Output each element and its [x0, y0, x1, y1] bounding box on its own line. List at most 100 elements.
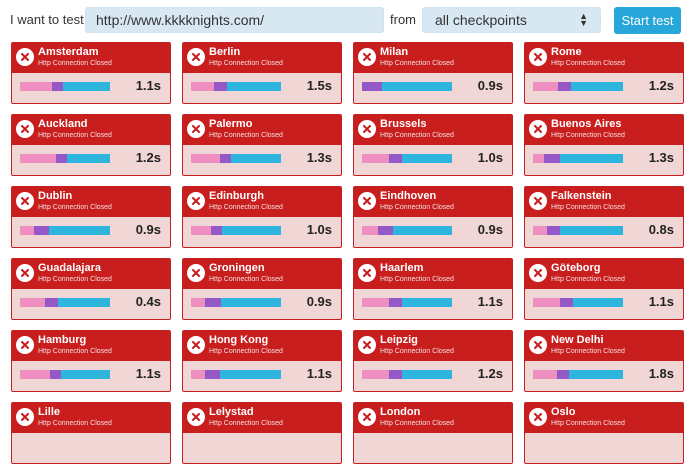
checkpoint-status: Http Connection Closed — [380, 348, 454, 355]
error-x-icon — [358, 120, 376, 138]
checkpoint-card-header: Groningen Http Connection Closed — [183, 259, 341, 289]
checkpoint-card[interactable]: Lille Http Connection Closed — [11, 402, 171, 464]
error-x-icon — [529, 264, 547, 282]
checkpoint-card[interactable]: Berlin Http Connection Closed 1.5s — [182, 42, 342, 104]
checkpoint-status: Http Connection Closed — [380, 60, 454, 67]
timing-segment-wait — [227, 82, 281, 91]
timing-segment-dns — [191, 82, 214, 91]
response-time: 0.4s — [135, 294, 161, 309]
checkpoint-status: Http Connection Closed — [209, 132, 283, 139]
response-time: 1.1s — [477, 294, 503, 309]
timing-bar — [362, 298, 452, 307]
checkpoint-card[interactable]: London Http Connection Closed — [353, 402, 513, 464]
checkpoint-status: Http Connection Closed — [38, 420, 112, 427]
checkpoint-card[interactable]: Oslo Http Connection Closed — [524, 402, 684, 464]
error-x-icon — [358, 264, 376, 282]
timing-segment-connect — [204, 298, 221, 307]
timing-segment-dns — [20, 82, 52, 91]
timing-segment-dns — [362, 226, 379, 235]
checkpoint-card[interactable]: Eindhoven Http Connection Closed 0.9s — [353, 186, 513, 248]
checkpoint-card[interactable]: Amsterdam Http Connection Closed 1.1s — [11, 42, 171, 104]
start-test-button[interactable]: Start test — [614, 7, 681, 34]
timing-segment-dns — [362, 370, 389, 379]
checkpoint-card[interactable]: Göteborg Http Connection Closed 1.1s — [524, 258, 684, 320]
checkpoint-card-header: London Http Connection Closed — [354, 403, 512, 433]
timing-segment-dns — [20, 154, 56, 163]
timing-segment-wait — [219, 370, 281, 379]
timing-segment-wait — [559, 154, 623, 163]
error-x-icon — [529, 192, 547, 210]
checkpoint-card[interactable]: Groningen Http Connection Closed 0.9s — [182, 258, 342, 320]
checkpoint-card[interactable]: Palermo Http Connection Closed 1.3s — [182, 114, 342, 176]
timing-bar — [20, 226, 110, 235]
timing-segment-wait — [220, 298, 281, 307]
error-x-icon — [187, 336, 205, 354]
checkpoint-card-header: Palermo Http Connection Closed — [183, 115, 341, 145]
checkpoint-status: Http Connection Closed — [209, 420, 283, 427]
checkpoint-select-value: all checkpoints — [435, 12, 527, 28]
timing-segment-wait — [66, 154, 110, 163]
timing-segment-wait — [572, 298, 623, 307]
checkpoint-card[interactable]: Falkenstein Http Connection Closed 0.8s — [524, 186, 684, 248]
checkpoint-card-header: Milan Http Connection Closed — [354, 43, 512, 73]
checkpoint-status: Http Connection Closed — [209, 348, 283, 355]
timing-bar — [533, 370, 623, 379]
checkpoint-city: Edinburgh — [209, 190, 264, 202]
response-time: 0.9s — [477, 78, 503, 93]
checkpoint-card[interactable]: Dublin Http Connection Closed 0.9s — [11, 186, 171, 248]
checkpoint-results-grid: Amsterdam Http Connection Closed 1.1s Berli… — [11, 42, 684, 464]
checkpoint-status: Http Connection Closed — [380, 276, 454, 283]
checkpoint-card[interactable]: Buenos Aires Http Connection Closed 1.3s — [524, 114, 684, 176]
checkpoint-city: Palermo — [209, 118, 253, 130]
checkpoint-card[interactable]: Hong Kong Http Connection Closed 1.1s — [182, 330, 342, 392]
timing-segment-connect — [219, 154, 232, 163]
timing-bar — [20, 370, 110, 379]
timing-segment-dns — [191, 370, 205, 379]
checkpoint-card[interactable]: Lelystad Http Connection Closed — [182, 402, 342, 464]
checkpoint-card[interactable]: Leipzig Http Connection Closed 1.2s — [353, 330, 513, 392]
checkpoint-card[interactable]: Brussels Http Connection Closed 1.0s — [353, 114, 513, 176]
response-time: 1.8s — [648, 366, 674, 381]
checkpoint-card[interactable]: Auckland Http Connection Closed 1.2s — [11, 114, 171, 176]
checkpoint-card[interactable]: Edinburgh Http Connection Closed 1.0s — [182, 186, 342, 248]
checkpoint-card-header: Dublin Http Connection Closed — [12, 187, 170, 217]
checkpoint-card[interactable]: Guadalajara Http Connection Closed 0.4s — [11, 258, 171, 320]
timing-bar — [20, 82, 110, 91]
timing-segment-wait — [63, 82, 110, 91]
timing-segment-connect — [210, 226, 223, 235]
timing-segment-dns — [362, 154, 389, 163]
response-time: 0.9s — [135, 222, 161, 237]
timing-segment-connect — [213, 82, 227, 91]
checkpoint-city: Milan — [380, 46, 409, 58]
error-x-icon — [16, 192, 34, 210]
checkpoint-card[interactable]: Hamburg Http Connection Closed 1.1s — [11, 330, 171, 392]
timing-bar — [20, 154, 110, 163]
checkpoint-card-header: Buenos Aires Http Connection Closed — [525, 115, 683, 145]
checkpoint-city: Hamburg — [38, 334, 87, 346]
url-input[interactable] — [85, 7, 384, 33]
timing-segment-connect — [45, 298, 58, 307]
checkpoint-card[interactable]: Haarlem Http Connection Closed 1.1s — [353, 258, 513, 320]
timing-segment-dns — [191, 154, 220, 163]
checkpoint-city: New Delhi — [551, 334, 604, 346]
error-x-icon — [187, 408, 205, 426]
checkpoint-card-header: Eindhoven Http Connection Closed — [354, 187, 512, 217]
timing-segment-wait — [401, 154, 452, 163]
checkpoint-card[interactable]: New Delhi Http Connection Closed 1.8s — [524, 330, 684, 392]
timing-segment-dns — [533, 82, 559, 91]
error-x-icon — [16, 264, 34, 282]
checkpoint-city: Groningen — [209, 262, 265, 274]
checkpoint-card-header: New Delhi Http Connection Closed — [525, 331, 683, 361]
timing-segment-connect — [560, 298, 573, 307]
checkpoint-card[interactable]: Rome Http Connection Closed 1.2s — [524, 42, 684, 104]
timing-segment-dns — [20, 298, 46, 307]
checkpoint-select[interactable]: all checkpoints ▲ ▼ — [422, 7, 601, 33]
checkpoint-city: Dublin — [38, 190, 73, 202]
response-time: 1.2s — [477, 366, 503, 381]
checkpoint-card[interactable]: Milan Http Connection Closed 0.9s — [353, 42, 513, 104]
checkpoint-card-header: Berlin Http Connection Closed — [183, 43, 341, 73]
timing-segment-connect — [389, 154, 402, 163]
timing-segment-dns — [533, 298, 560, 307]
response-time: 1.5s — [306, 78, 332, 93]
checkpoint-status: Http Connection Closed — [551, 204, 625, 211]
